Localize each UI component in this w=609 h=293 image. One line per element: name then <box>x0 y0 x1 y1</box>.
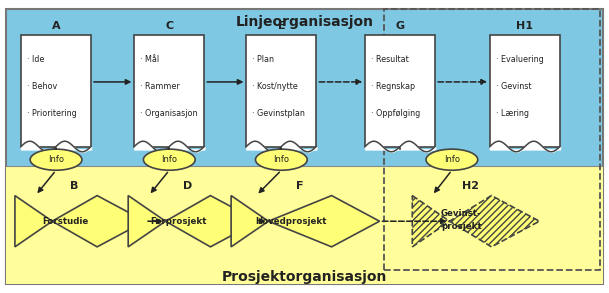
Text: · Organisasjon: · Organisasjon <box>140 109 198 118</box>
Ellipse shape <box>30 149 82 170</box>
Bar <box>134 35 205 146</box>
Text: · Gevinstplan: · Gevinstplan <box>253 109 305 118</box>
Text: Info: Info <box>161 155 177 164</box>
Polygon shape <box>15 196 145 247</box>
Text: · Evaluering: · Evaluering <box>496 55 544 64</box>
Text: · Gevinst: · Gevinst <box>496 82 532 91</box>
Text: Info: Info <box>48 155 64 164</box>
Text: · Rammer: · Rammer <box>140 82 180 91</box>
Text: · Kost/nytte: · Kost/nytte <box>253 82 298 91</box>
Text: · Prioritering: · Prioritering <box>27 109 77 118</box>
Text: Info: Info <box>273 155 289 164</box>
Text: · Regnskap: · Regnskap <box>371 82 415 91</box>
Text: · Læring: · Læring <box>496 109 529 118</box>
Ellipse shape <box>256 149 307 170</box>
Polygon shape <box>128 196 258 247</box>
Bar <box>490 35 560 146</box>
Text: D: D <box>183 181 192 191</box>
Text: Forstudie: Forstudie <box>42 217 88 226</box>
Ellipse shape <box>144 149 195 170</box>
Text: Hovedprosjekt: Hovedprosjekt <box>255 217 326 226</box>
Text: H1: H1 <box>516 21 533 31</box>
Bar <box>246 35 317 146</box>
Text: Info: Info <box>444 155 460 164</box>
Text: H2: H2 <box>462 181 479 191</box>
Text: · Plan: · Plan <box>253 55 275 64</box>
Text: · Mål: · Mål <box>140 55 160 64</box>
Text: · Behov: · Behov <box>27 82 57 91</box>
Polygon shape <box>412 196 540 247</box>
Text: Forprosjekt: Forprosjekt <box>150 217 207 226</box>
Text: prosjekt: prosjekt <box>441 222 482 231</box>
Text: B: B <box>71 181 79 191</box>
Text: Linjeorganisasjon: Linjeorganisasjon <box>236 15 373 29</box>
Text: · Oppfølging: · Oppfølging <box>371 109 420 118</box>
Text: · Resultat: · Resultat <box>371 55 409 64</box>
Text: Gevinst-: Gevinst- <box>441 209 482 217</box>
Bar <box>365 35 435 146</box>
Ellipse shape <box>426 149 477 170</box>
Text: G: G <box>396 21 404 31</box>
Bar <box>384 9 600 270</box>
Text: E: E <box>278 21 285 31</box>
Text: F: F <box>296 181 304 191</box>
Text: C: C <box>165 21 174 31</box>
Polygon shape <box>231 196 379 247</box>
Text: A: A <box>52 21 60 31</box>
Text: · Ide: · Ide <box>27 55 44 64</box>
Bar <box>21 35 91 146</box>
Bar <box>6 166 603 284</box>
Text: Prosjektorganisasjon: Prosjektorganisasjon <box>222 270 387 284</box>
